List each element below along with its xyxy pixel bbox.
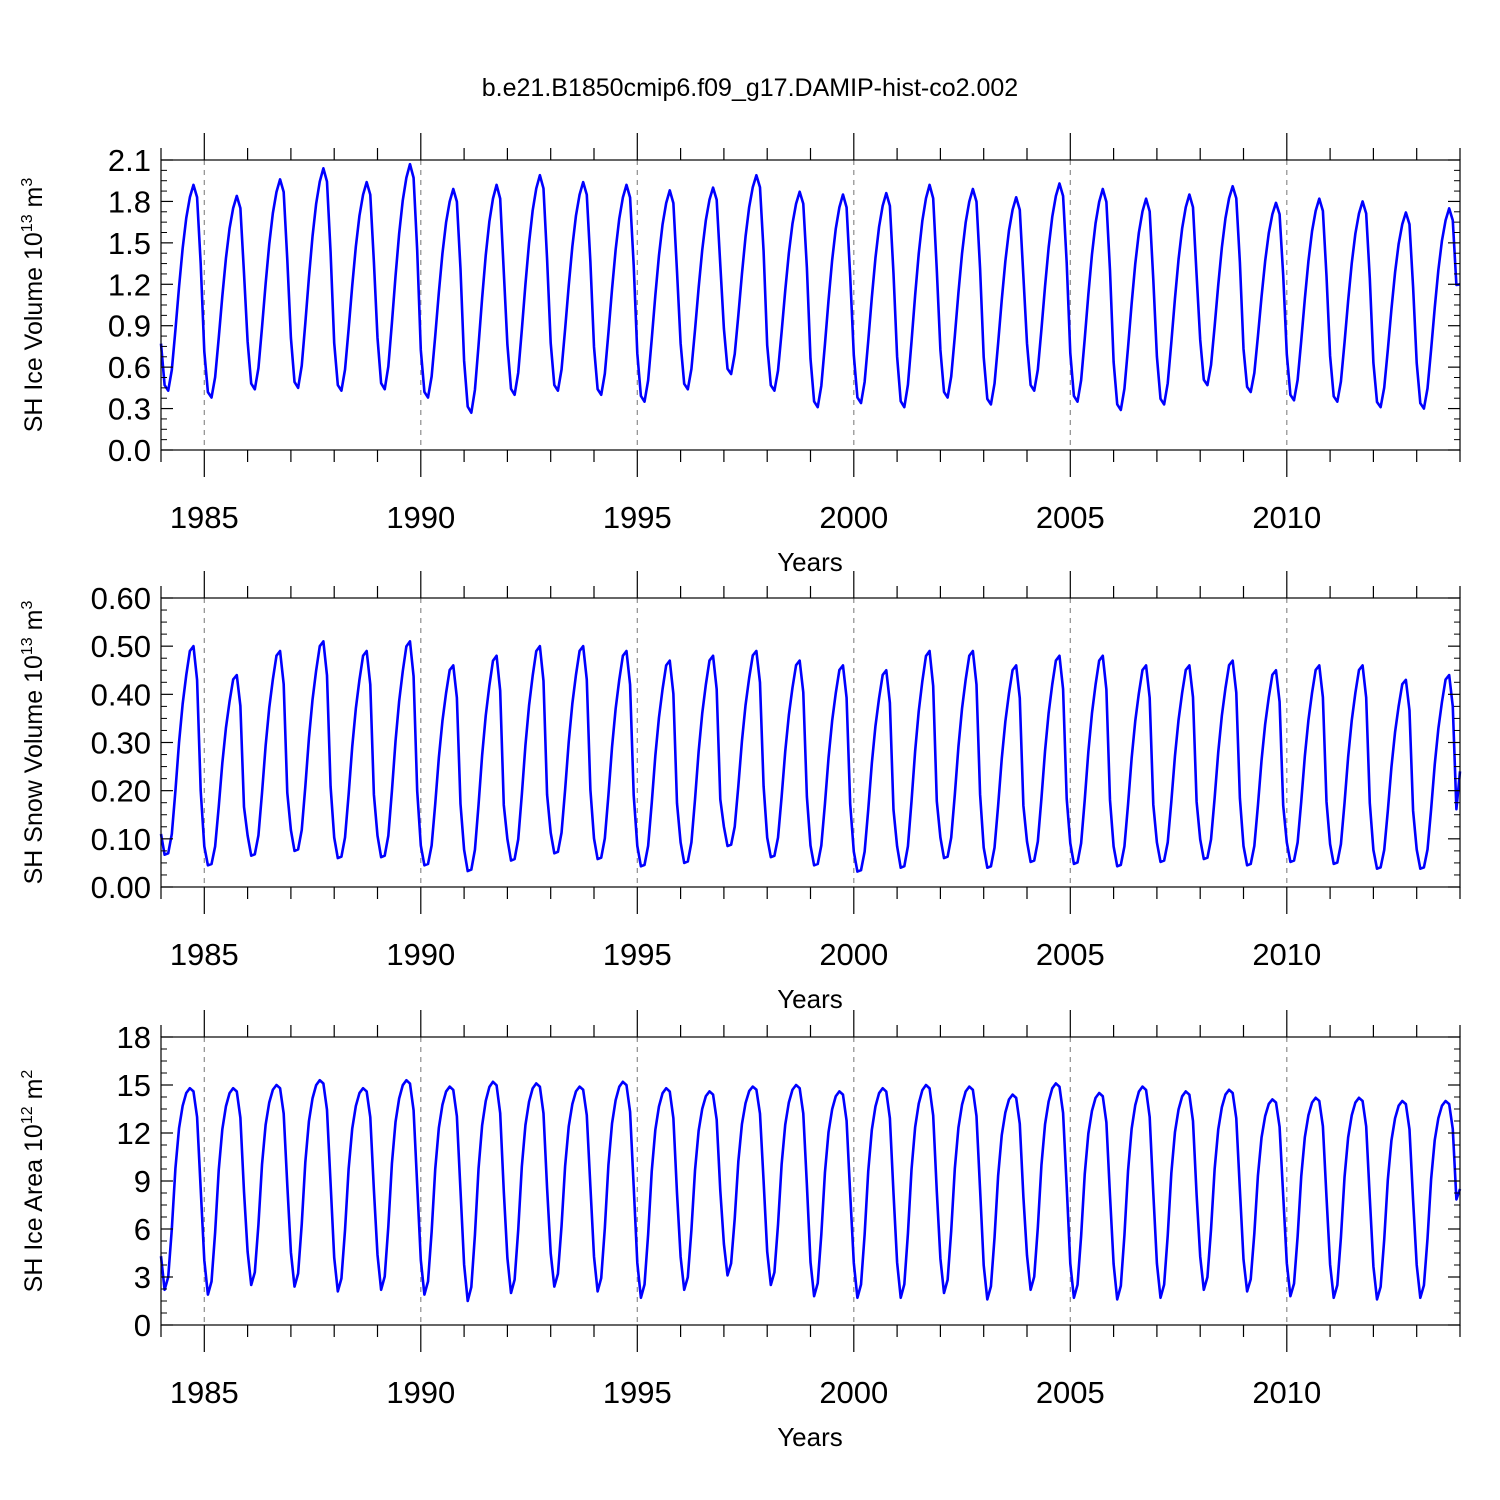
x-tick-label: 1995 [603,937,672,972]
x-tick-label: 1990 [386,937,455,972]
x-tick-label: 2000 [819,937,888,972]
y-axis-title-base: SH Snow Volume 10 [20,655,48,884]
x-tick-label: 2005 [1036,500,1105,535]
y-tick-label: 0.00 [91,870,151,905]
panel-ice-volume: 0.0 0.3 0.6 0.9 1.2 1.5 1.8 2.1 1985 1990 1995 2000… [19,133,1461,577]
x-tick-label: 2000 [819,500,888,535]
y-tick-label: 0.50 [91,629,151,664]
x-tick-label: 2005 [1036,1375,1105,1410]
x-tick-label: 2010 [1252,1375,1321,1410]
y-tick-label: 1.2 [108,267,151,302]
x-tick-label: 1995 [603,1375,672,1410]
y-tick-label: 0.40 [91,677,151,712]
panel-ice-area: 0 3 6 9 12 15 18 1985 1990 1995 2000 2005 2010 Years S… [19,1010,1462,1452]
y-tick-label: 0.10 [91,822,151,857]
y-tick-label: 15 [117,1068,151,1103]
y-tick-label: 0.3 [108,392,151,427]
y-tick-label: 9 [134,1164,151,1199]
y-tick-label: 0.0 [108,433,151,468]
figure-title: b.e21.B1850cmip6.f09_g17.DAMIP-hist-co2.… [482,74,1018,102]
y-axis-title: SH Ice Volume 1013 m3 [19,178,48,433]
y-tick-label: 0.20 [91,774,151,809]
y-tick-label: 1.5 [108,226,151,261]
plot-frame-ice-area [160,1036,1461,1326]
y-axis-title-unit: m [20,187,48,215]
y-axis-title-unit-exp: 2 [19,1070,36,1079]
series-line-ice-volume [159,162,1461,415]
x-tick-label: 2000 [819,1375,888,1410]
x-tick-label: 2010 [1252,937,1321,972]
y-tick-label: 6 [134,1212,151,1247]
y-axis-title-unit: m [20,610,48,638]
y-tick-label: 12 [117,1116,151,1151]
y-tick-label: 3 [134,1260,151,1295]
y-tick-label: 0.60 [91,581,151,616]
y-axis-title-exp: 13 [19,214,36,232]
series-line-ice-area [159,1078,1462,1303]
x-tick-label: 1985 [170,500,239,535]
x-tick-label: 1985 [170,937,239,972]
series-line-snow-volume [159,640,1462,873]
x-tick-label: 1995 [603,500,672,535]
x-tick-label: 2010 [1252,500,1321,535]
y-axis-title-unit: m [20,1079,48,1107]
x-axis-title: Years [777,1422,843,1452]
y-axis-title-base: SH Ice Volume 10 [20,232,48,432]
y-tick-label: 2.1 [108,143,151,178]
x-axis-title: Years [777,984,843,1014]
y-tick-label: 0.9 [108,309,151,344]
x-tick-label: 2005 [1036,937,1105,972]
y-axis-title: SH Ice Area 1012 m2 [19,1070,48,1293]
y-axis-title-unit-exp: 3 [19,178,36,187]
plot-frame-ice-volume [160,159,1461,451]
y-tick-label: 1.8 [108,184,151,219]
y-axis-title-unit-exp: 3 [19,601,36,610]
y-axis-title-exp: 13 [19,637,36,655]
y-axis-title-base: SH Ice Area 10 [20,1124,48,1292]
x-tick-label: 1990 [386,500,455,535]
x-tick-label: 1985 [170,1375,239,1410]
x-axis-title: Years [777,547,843,577]
y-tick-label: 18 [117,1020,151,1055]
y-tick-label: 0.6 [108,350,151,385]
y-axis-title-exp: 12 [19,1106,36,1124]
y-tick-label: 0.30 [91,726,151,761]
y-axis-title: SH Snow Volume 1013 m3 [19,601,48,885]
x-tick-label: 1990 [386,1375,455,1410]
panel-snow-volume: 0.00 0.10 0.20 0.30 0.40 0.50 0.60 1985 1990 1995… [19,571,1462,1014]
y-tick-label: 0 [134,1308,151,1343]
